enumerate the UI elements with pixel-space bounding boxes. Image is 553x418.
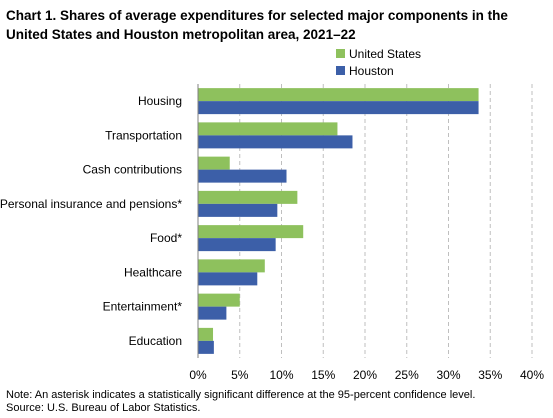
x-tick-label-1: 5%	[231, 368, 249, 382]
legend-label-us: United States	[349, 46, 422, 61]
x-tick-label-3: 15%	[311, 368, 335, 382]
chart-notes: Note: An asterisk indicates a statistica…	[6, 389, 475, 415]
legend-item-houston: Houston	[336, 62, 421, 79]
category-label-3: Personal insurance and pensions*	[0, 197, 182, 211]
bar-us-0	[198, 88, 479, 102]
x-tick-label-8: 40%	[520, 368, 544, 382]
category-label-2: Cash contributions	[83, 163, 182, 177]
bar-houston-0	[198, 101, 479, 115]
chart-title: Chart 1. Shares of average expenditures …	[6, 6, 546, 44]
category-label-5: Healthcare	[124, 265, 182, 279]
note-text: Note: An asterisk indicates a statistica…	[6, 389, 476, 401]
bar-houston-6	[198, 306, 227, 320]
bar-us-5	[198, 259, 265, 273]
bar-us-3	[198, 190, 298, 204]
bar-us-2	[198, 156, 230, 170]
x-tick-label-5: 25%	[395, 368, 419, 382]
bar-us-1	[198, 122, 338, 136]
bar-us-6	[198, 293, 240, 307]
bar-us-4	[198, 225, 304, 239]
bar-houston-5	[198, 272, 258, 286]
bar-houston-1	[198, 135, 353, 149]
bar-houston-2	[198, 169, 287, 183]
legend-label-houston: Houston	[349, 63, 394, 78]
x-tick-label-6: 30%	[436, 368, 460, 382]
source-text: Source: U.S. Bureau of Labor Statistics.	[6, 402, 201, 414]
bar-houston-7	[198, 340, 214, 354]
bar-us-7	[198, 327, 214, 341]
chart-title-line-1: Chart 1. Shares of average expenditures …	[6, 8, 508, 23]
legend-swatch-us	[336, 49, 345, 58]
legend-swatch-houston	[336, 66, 345, 75]
bar-houston-4	[198, 238, 276, 252]
category-label-7: Education	[129, 334, 182, 348]
bar-houston-3	[198, 203, 278, 217]
x-tick-label-0: 0%	[189, 368, 207, 382]
x-tick-label-4: 20%	[353, 368, 377, 382]
category-label-4: Food*	[150, 231, 182, 245]
category-label-6: Entertainment*	[103, 300, 183, 314]
legend: United States Houston	[336, 45, 421, 79]
chart-title-line-2: United States and Houston metropolitan a…	[6, 27, 356, 42]
category-label-1: Transportation	[105, 128, 182, 142]
category-label-0: Housing	[138, 94, 182, 108]
x-tick-label-2: 10%	[269, 368, 293, 382]
x-tick-label-7: 35%	[478, 368, 502, 382]
legend-item-us: United States	[336, 45, 421, 62]
